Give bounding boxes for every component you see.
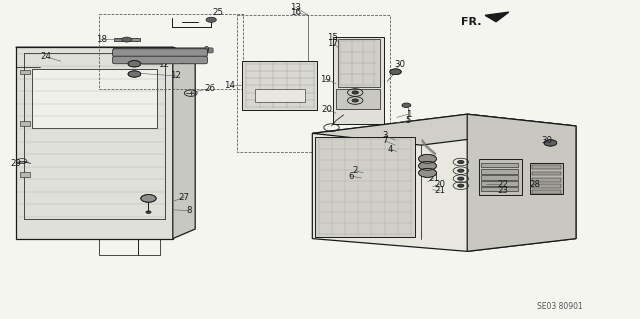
Text: 14: 14 — [223, 81, 235, 90]
Text: 29: 29 — [11, 159, 21, 168]
Circle shape — [122, 37, 132, 42]
Bar — [532, 172, 561, 175]
Text: 10: 10 — [179, 57, 190, 66]
Text: 5: 5 — [406, 116, 411, 125]
Text: 24: 24 — [40, 52, 52, 61]
Circle shape — [458, 177, 464, 180]
Bar — [481, 175, 518, 180]
Text: 18: 18 — [95, 35, 107, 44]
Circle shape — [128, 71, 141, 77]
Text: 27: 27 — [179, 193, 190, 202]
Text: 23: 23 — [497, 186, 508, 195]
Bar — [32, 69, 157, 128]
Text: 8: 8 — [186, 206, 191, 215]
Text: 9: 9 — [204, 46, 209, 55]
Circle shape — [146, 211, 151, 213]
Bar — [242, 61, 317, 110]
Polygon shape — [467, 114, 576, 251]
Text: 2: 2 — [353, 166, 358, 175]
Polygon shape — [16, 47, 173, 239]
Circle shape — [352, 99, 358, 102]
Circle shape — [390, 69, 401, 75]
Circle shape — [544, 140, 557, 146]
Text: 4: 4 — [388, 145, 393, 154]
Text: 1: 1 — [406, 110, 411, 119]
Text: 7: 7 — [383, 137, 388, 145]
Text: 20: 20 — [321, 105, 332, 114]
Text: SE03 80901: SE03 80901 — [537, 302, 583, 311]
Polygon shape — [315, 137, 415, 237]
Circle shape — [458, 184, 464, 187]
Bar — [20, 121, 30, 126]
Bar — [532, 178, 561, 182]
Bar — [532, 165, 561, 169]
Text: 30: 30 — [394, 60, 406, 69]
Text: FR.: FR. — [461, 17, 481, 27]
Bar — [481, 181, 518, 186]
FancyBboxPatch shape — [113, 48, 213, 53]
Bar — [479, 160, 522, 195]
Text: 28: 28 — [529, 180, 540, 189]
Text: 6: 6 — [348, 172, 353, 181]
Text: 3: 3 — [383, 131, 388, 140]
Circle shape — [128, 61, 141, 67]
Circle shape — [206, 17, 216, 22]
Circle shape — [419, 161, 436, 170]
FancyBboxPatch shape — [113, 49, 207, 56]
Bar — [532, 190, 561, 194]
Circle shape — [419, 154, 436, 163]
Polygon shape — [485, 12, 509, 22]
Bar — [114, 38, 140, 41]
Bar — [255, 89, 305, 102]
Bar — [20, 70, 30, 74]
Text: 30: 30 — [541, 136, 553, 145]
Bar — [338, 39, 380, 87]
Bar — [530, 163, 563, 194]
Text: 11: 11 — [183, 50, 195, 59]
Polygon shape — [333, 37, 384, 124]
Circle shape — [141, 195, 156, 202]
Polygon shape — [173, 47, 195, 239]
Text: 12: 12 — [157, 60, 169, 69]
Bar — [481, 187, 518, 191]
Text: 12: 12 — [170, 71, 182, 80]
Polygon shape — [312, 114, 576, 251]
FancyBboxPatch shape — [113, 56, 207, 64]
Text: 21: 21 — [435, 186, 446, 195]
Text: 16: 16 — [290, 8, 301, 17]
Circle shape — [458, 160, 464, 164]
Text: 13: 13 — [290, 3, 301, 11]
Bar — [336, 89, 380, 109]
Bar — [481, 163, 518, 167]
Bar — [532, 184, 561, 188]
Text: 17: 17 — [327, 39, 339, 48]
Text: 19: 19 — [320, 75, 330, 84]
Bar — [481, 169, 518, 174]
Circle shape — [419, 168, 436, 177]
Text: 15: 15 — [327, 33, 339, 42]
Circle shape — [402, 103, 411, 108]
Text: 26: 26 — [204, 84, 216, 93]
Text: 22: 22 — [497, 180, 508, 189]
Text: 25: 25 — [212, 8, 223, 17]
Text: 21: 21 — [428, 174, 440, 182]
Circle shape — [352, 91, 358, 94]
Bar — [20, 172, 30, 177]
Circle shape — [458, 169, 464, 172]
Polygon shape — [312, 114, 576, 145]
Text: 20: 20 — [435, 180, 446, 189]
